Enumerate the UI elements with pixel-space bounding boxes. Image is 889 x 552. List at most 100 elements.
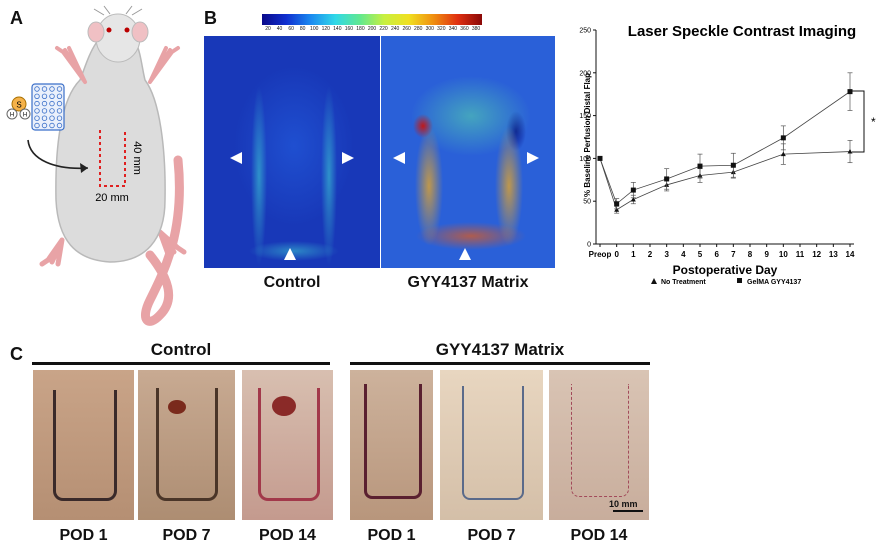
lsci-control-markers bbox=[230, 152, 354, 260]
well bbox=[34, 108, 40, 114]
x-tick-label: 3 bbox=[664, 250, 669, 259]
well bbox=[49, 93, 55, 99]
colorbar-tick-label: 240 bbox=[390, 26, 400, 32]
colorbar-tick-label: 40 bbox=[276, 26, 283, 32]
data-point-gelma bbox=[664, 176, 670, 182]
lsci-control-label: Control bbox=[263, 274, 321, 291]
marker-left bbox=[230, 152, 242, 164]
bracket-line bbox=[852, 90, 865, 153]
legend-label-no-treatment: No Treatment bbox=[661, 279, 706, 286]
x-tick-label: 13 bbox=[829, 250, 838, 259]
x-tick-label: 11 bbox=[796, 250, 805, 259]
well bbox=[34, 93, 40, 99]
rat-front-paw-right bbox=[148, 46, 180, 84]
data-point-no-treatment bbox=[614, 207, 620, 212]
series-line-0 bbox=[599, 151, 851, 211]
wound-photo-control-pod1 bbox=[33, 370, 134, 520]
x-tick-label: 7 bbox=[731, 250, 736, 259]
well bbox=[56, 108, 63, 114]
well bbox=[56, 122, 63, 129]
colorbar-tick-label: 340 bbox=[448, 26, 458, 32]
rat-tail bbox=[141, 155, 184, 326]
y-tick-label: 50 bbox=[583, 199, 591, 206]
well bbox=[41, 108, 48, 114]
well bbox=[41, 86, 48, 92]
marker-left bbox=[393, 152, 405, 164]
colorbar-tick-label: 80 bbox=[299, 26, 306, 32]
well bbox=[41, 115, 48, 121]
molecule-hydrogen-1 bbox=[6, 108, 18, 120]
colorbar-tick-label: 220 bbox=[379, 26, 388, 32]
wound-photo-control-pod7 bbox=[138, 370, 235, 520]
wound-photo-gyy-pod7 bbox=[440, 370, 543, 520]
colorbar-tick-label: 360 bbox=[460, 26, 469, 32]
molecule-h2-label: H bbox=[23, 113, 27, 119]
x-tick-label: 5 bbox=[698, 250, 703, 259]
flap-width-label: 20 mm bbox=[95, 192, 129, 204]
colorbar bbox=[262, 14, 482, 25]
colorbar-tick-label: 180 bbox=[356, 26, 365, 32]
panel-label-b: B bbox=[204, 8, 217, 28]
panel-label-c: C bbox=[10, 344, 23, 364]
well bbox=[41, 93, 48, 99]
x-tick-label: 6 bbox=[714, 250, 719, 259]
flap-length-label: 40 mm bbox=[131, 141, 143, 175]
data-point-gelma bbox=[780, 135, 786, 141]
rat-hind-foot-left bbox=[39, 237, 65, 267]
molecule-hydrogen-2 bbox=[19, 108, 31, 120]
data-point-no-treatment bbox=[847, 149, 853, 154]
scale-bar bbox=[613, 510, 643, 512]
data-point-no-treatment bbox=[780, 151, 786, 157]
well-plate bbox=[31, 83, 65, 131]
pod-label: POD 7 bbox=[162, 527, 211, 544]
data-point-gelma bbox=[847, 89, 853, 95]
x-tick-label: 0 bbox=[614, 250, 619, 259]
colorbar-ticks: 20 40 60 80 100 120 140 160 180 200 220 240 260 280 30… bbox=[262, 26, 482, 36]
well bbox=[49, 100, 55, 107]
legend-label-gelma: GelMA GYY4137 bbox=[747, 279, 801, 286]
rat-eye-right bbox=[124, 27, 130, 33]
lsci-gyy-markers bbox=[393, 152, 539, 260]
marker-bottom bbox=[459, 248, 471, 260]
panel-label-a: A bbox=[10, 8, 23, 28]
y-tick-label: 200 bbox=[579, 70, 591, 77]
application-arrow bbox=[27, 139, 89, 170]
lsci-control-image bbox=[204, 36, 380, 268]
well bbox=[49, 122, 55, 129]
well bbox=[34, 86, 40, 92]
y-tick-label: 250 bbox=[579, 28, 591, 35]
marker-bottom bbox=[284, 248, 296, 260]
group-label-gyy: GYY4137 Matrix bbox=[435, 340, 565, 359]
well bbox=[41, 122, 48, 129]
colorbar-tick-label: 260 bbox=[402, 26, 411, 32]
molecule-sulfur bbox=[11, 96, 27, 112]
well bbox=[34, 115, 40, 121]
flap-outline bbox=[99, 130, 126, 187]
well-plate-wells bbox=[34, 86, 63, 129]
well bbox=[56, 93, 63, 99]
chart-ylabel: % Baseline Perfusion Distal Flap bbox=[583, 73, 592, 197]
colorbar-tick-label: 140 bbox=[333, 26, 342, 32]
x-tick-label: 4 bbox=[681, 250, 686, 259]
x-tick-label: 2 bbox=[648, 250, 653, 259]
chart-legend: No Treatment GelMA GYY4137 bbox=[651, 278, 801, 286]
chart-title: Laser Speckle Contrast Imaging bbox=[628, 23, 856, 40]
data-point-gelma bbox=[630, 187, 636, 193]
well bbox=[49, 115, 55, 121]
data-point-gelma bbox=[697, 163, 703, 169]
x-tick-label: 8 bbox=[748, 250, 753, 259]
rat-ear-right bbox=[131, 21, 149, 43]
wound-photo-control-pod14 bbox=[242, 370, 333, 520]
colorbar-tick-label: 120 bbox=[321, 26, 330, 32]
pod-label: POD 1 bbox=[59, 527, 108, 544]
data-point-gelma bbox=[614, 201, 620, 207]
rat-front-paw-left bbox=[55, 46, 87, 84]
x-tick-label: 10 bbox=[779, 250, 788, 259]
arrow-head bbox=[80, 163, 88, 173]
pod-label: POD 7 bbox=[467, 527, 516, 544]
well bbox=[56, 100, 63, 107]
rat-whiskers bbox=[93, 5, 143, 16]
x-tick-label: 9 bbox=[764, 250, 769, 259]
series-line-1 bbox=[599, 91, 851, 205]
rat-hind-foot-right bbox=[157, 229, 187, 257]
